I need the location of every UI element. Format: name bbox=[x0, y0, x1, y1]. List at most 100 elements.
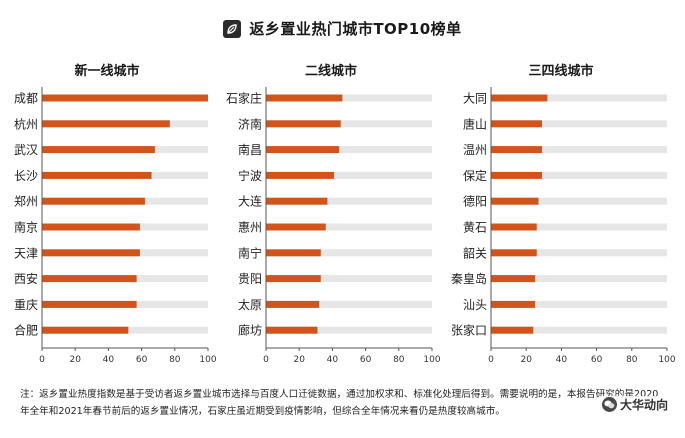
wechat-icon bbox=[601, 397, 617, 412]
bar bbox=[266, 171, 335, 179]
panel-title: 二线城市 bbox=[305, 63, 357, 79]
bar bbox=[266, 275, 321, 283]
category-label: 廊坊 bbox=[238, 323, 262, 338]
bar-track bbox=[491, 171, 667, 179]
category-label: 张家口 bbox=[451, 323, 487, 338]
bar-track bbox=[491, 275, 667, 283]
bar-track bbox=[491, 197, 667, 205]
bar bbox=[266, 120, 341, 128]
bar-track bbox=[266, 249, 432, 257]
category-label: 西安 bbox=[14, 271, 38, 286]
bar-track bbox=[491, 326, 667, 334]
category-label: 成都 bbox=[14, 92, 38, 106]
bar bbox=[42, 275, 137, 283]
x-tick-label: 60 bbox=[360, 355, 372, 365]
bar-track bbox=[491, 120, 667, 128]
category-label: 惠州 bbox=[238, 221, 262, 235]
bar bbox=[266, 146, 340, 154]
category-label: 贵阳 bbox=[238, 272, 262, 286]
x-tick-label: 0 bbox=[488, 355, 494, 365]
footnote: 注：返乡置业热度指数是基于受访者返乡置业城市选择与百度人口迁徙数据，通过加权求和… bbox=[20, 389, 659, 417]
bar bbox=[42, 120, 170, 128]
category-label: 合肥 bbox=[14, 323, 38, 338]
category-label: 大连 bbox=[238, 194, 262, 209]
category-label: 石家庄 bbox=[226, 91, 262, 106]
bar bbox=[491, 120, 543, 128]
x-tick-label: 0 bbox=[263, 355, 269, 365]
category-label: 重庆 bbox=[14, 298, 38, 312]
bar-track bbox=[266, 197, 432, 205]
bar bbox=[42, 171, 152, 179]
category-label: 秦皇岛 bbox=[451, 271, 487, 286]
category-label: 长沙 bbox=[14, 169, 38, 183]
category-label: 宁波 bbox=[238, 168, 262, 183]
category-label: 温州 bbox=[463, 143, 487, 157]
bar bbox=[491, 300, 535, 308]
bar-track bbox=[266, 223, 432, 231]
bar-track bbox=[491, 300, 667, 308]
bar bbox=[42, 94, 208, 102]
category-label: 南京 bbox=[14, 220, 38, 235]
category-label: 韶关 bbox=[463, 245, 487, 260]
bar bbox=[491, 249, 537, 257]
bar-track bbox=[266, 146, 432, 154]
bar-track bbox=[266, 120, 432, 128]
x-tick-label: 20 bbox=[69, 355, 81, 365]
category-label: 杭州 bbox=[14, 116, 38, 131]
x-tick-label: 80 bbox=[626, 355, 638, 365]
panel-title: 三四线城市 bbox=[528, 63, 593, 79]
main-title: 返乡置业热门城市TOP10榜单 bbox=[249, 20, 462, 38]
bar bbox=[266, 326, 318, 334]
category-label: 郑州 bbox=[14, 194, 38, 209]
bar bbox=[42, 326, 129, 334]
bar-track bbox=[491, 146, 667, 154]
x-tick-label: 80 bbox=[169, 355, 181, 365]
watermark-text: 大华动向 bbox=[619, 398, 668, 412]
bar-track bbox=[266, 275, 432, 283]
bar bbox=[491, 275, 535, 283]
category-label: 汕头 bbox=[463, 298, 487, 312]
bar bbox=[266, 223, 326, 231]
bar bbox=[491, 326, 534, 334]
bar bbox=[491, 197, 539, 205]
bar bbox=[491, 94, 548, 102]
bar bbox=[491, 171, 543, 179]
bar bbox=[266, 249, 321, 257]
category-label: 武汉 bbox=[14, 143, 38, 157]
x-tick-label: 0 bbox=[39, 355, 45, 365]
category-label: 南宁 bbox=[238, 245, 262, 260]
bar bbox=[42, 249, 140, 257]
category-label: 南昌 bbox=[238, 142, 262, 157]
logo-icon bbox=[223, 19, 242, 38]
bar bbox=[42, 223, 140, 231]
bar bbox=[491, 146, 543, 154]
x-tick-label: 100 bbox=[199, 355, 216, 365]
bar bbox=[42, 197, 145, 205]
bar-track bbox=[266, 171, 432, 179]
category-label: 保定 bbox=[463, 168, 487, 183]
x-tick-label: 20 bbox=[293, 355, 305, 365]
category-label: 天津 bbox=[14, 246, 38, 260]
x-tick-label: 60 bbox=[591, 355, 603, 365]
bar bbox=[491, 223, 537, 231]
bar bbox=[266, 94, 343, 102]
bar bbox=[42, 146, 155, 154]
category-label: 黄石 bbox=[463, 221, 487, 235]
bar bbox=[266, 197, 328, 205]
bar-track bbox=[491, 223, 667, 231]
bar-track bbox=[491, 249, 667, 257]
x-tick-label: 20 bbox=[520, 355, 532, 365]
x-tick-label: 40 bbox=[556, 355, 568, 365]
category-label: 太原 bbox=[238, 297, 262, 312]
x-tick-label: 40 bbox=[103, 355, 115, 365]
category-label: 济南 bbox=[238, 116, 262, 131]
x-tick-label: 60 bbox=[136, 355, 148, 365]
x-tick-label: 100 bbox=[423, 355, 440, 365]
bar bbox=[42, 300, 137, 308]
category-label: 大同 bbox=[463, 92, 487, 106]
category-label: 唐山 bbox=[463, 116, 487, 131]
bar-track bbox=[266, 94, 432, 102]
bar-track bbox=[266, 326, 432, 334]
x-tick-label: 100 bbox=[658, 355, 675, 365]
